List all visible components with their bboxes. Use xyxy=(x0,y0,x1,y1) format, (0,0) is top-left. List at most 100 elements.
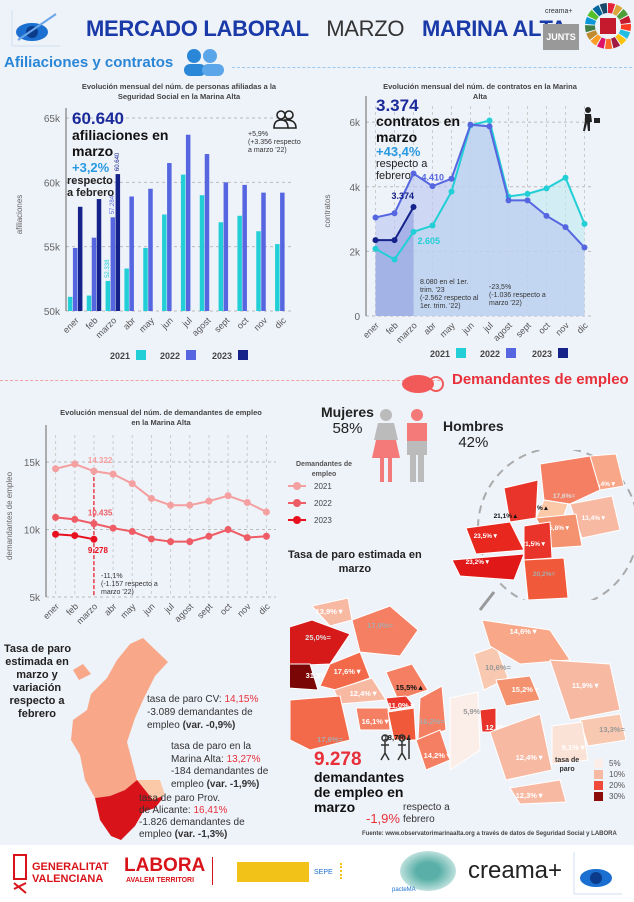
bar-2022-feb xyxy=(91,237,97,311)
section-title-afiliaciones: Afiliaciones y contratos xyxy=(4,54,174,71)
bar-2022-dic xyxy=(280,192,285,311)
data-label: 57.284 xyxy=(110,195,116,214)
men-stat: Hombres 42% xyxy=(443,418,504,451)
bar-2022-abr xyxy=(129,196,134,311)
point-2023-ener xyxy=(52,530,60,538)
x-tick-label: abr xyxy=(102,601,118,617)
demandantes-chart: Evolución mensual del núm. de demandante… xyxy=(5,408,276,626)
point-2021-agost xyxy=(186,501,194,509)
bar-2021-feb xyxy=(86,295,92,311)
afil-note: +5,9% (+3.356 respecto a marzo '22) xyxy=(248,131,301,154)
valencia-region-map xyxy=(71,638,168,840)
municipality-shape xyxy=(509,779,567,805)
bar-2021-sept xyxy=(218,222,224,311)
municipality-shape xyxy=(579,713,627,747)
point-2022-agost xyxy=(505,197,512,204)
sdg-segment xyxy=(618,29,631,39)
bar-2023-marzo xyxy=(115,174,121,311)
afil-pct: +3,2% xyxy=(72,160,110,175)
point-2023-marzo xyxy=(90,535,98,543)
municipality-shape xyxy=(385,695,415,711)
y-tick-label: 5k xyxy=(29,593,41,604)
contr-big-number: 3.374 xyxy=(376,96,419,115)
x-tick-label: marzo xyxy=(94,315,119,340)
legend-label: 10% xyxy=(609,770,626,779)
point-2022-ener xyxy=(372,214,379,221)
sdg-center xyxy=(600,18,616,34)
x-tick-label: agost xyxy=(491,320,514,343)
dem-summary-number: 9.278 xyxy=(314,749,362,770)
x-tick-label: agost xyxy=(173,601,196,624)
legend-marker xyxy=(293,482,301,490)
x-tick-label: jun xyxy=(159,315,175,331)
section-divider xyxy=(232,67,632,68)
map-legend-title: tasa de paro xyxy=(555,757,580,773)
source-note: Fuente: www.observatorimarinaalta.org a … xyxy=(362,831,617,837)
x-tick-label: may xyxy=(137,315,156,334)
bar-2021-ener xyxy=(67,296,73,311)
divider xyxy=(212,857,213,885)
observatory-logo xyxy=(11,10,60,47)
x-tick-label: nov xyxy=(235,601,253,619)
municipality-rate-label: 10,6%= xyxy=(485,663,511,672)
municipality-rate-label: 12,4%▼ xyxy=(350,689,379,698)
legend-swatch xyxy=(594,770,603,779)
y-tick-label: 15k xyxy=(24,458,41,469)
point-2022-dic xyxy=(581,244,588,251)
municipality-rate-label: 5,9%= xyxy=(463,707,485,716)
municipality-rate-label: 31,3%▼ xyxy=(306,671,335,680)
municipality-rate-label: 15,2%▼ xyxy=(512,685,541,694)
x-tick-label: jun xyxy=(460,320,476,336)
afiliaciones-chart: Evolución mensual del núm. de personas a… xyxy=(15,82,292,361)
y-tick-label: 10k xyxy=(24,526,41,537)
bar-2022-jun xyxy=(167,163,172,311)
bar-2022-ener xyxy=(72,247,78,311)
municipality-shape xyxy=(489,713,553,781)
y-tick-label: 6k xyxy=(349,118,361,129)
x-tick-label: marzo xyxy=(75,601,100,626)
municipality-shape xyxy=(449,691,481,771)
point-2022-marzo xyxy=(90,520,98,528)
contr-pct-text: respecto a febrero xyxy=(376,158,428,182)
municipality-rate-label: 16,1%▼ xyxy=(362,717,391,726)
x-tick-label: dic xyxy=(273,315,289,331)
legend-swatch xyxy=(186,350,196,360)
area-2022 xyxy=(375,124,585,316)
section-divider-red xyxy=(0,380,440,381)
point-2023-feb xyxy=(391,237,398,244)
legend-swatch xyxy=(456,348,466,358)
chart-title: Evolución mensual del núm. de personas a… xyxy=(82,82,277,91)
data-label: 9.278 xyxy=(88,546,109,555)
point-2022-jul xyxy=(167,538,175,546)
point-2023-marzo xyxy=(410,203,417,210)
zoom-municipality-shape xyxy=(523,557,569,600)
point-2022-abr xyxy=(109,524,117,532)
x-tick-label: nov xyxy=(252,315,270,333)
municipality-shape xyxy=(481,619,571,665)
y-axis-label: contratos xyxy=(323,195,332,228)
municipality-rate-label: 14,2%▼ xyxy=(424,751,453,760)
bar-2021-oct xyxy=(237,215,242,311)
pactema-logo xyxy=(400,851,456,891)
title-part: MERCADO LABORAL xyxy=(86,16,309,41)
legend-label: 2022 xyxy=(314,499,332,508)
gender-figures-icon xyxy=(372,409,427,482)
y-axis-label: demandantes de empleo xyxy=(5,471,14,560)
legend-label: 2022 xyxy=(160,351,180,361)
sdg-wheel-logo xyxy=(585,3,631,50)
municipality-rate-label: 13,9%▼ xyxy=(316,607,345,616)
chart-title: Evolución mensual del núm. de contratos … xyxy=(383,82,578,91)
map-legend-item: 10% xyxy=(594,769,625,780)
contr-pct: +43,4% xyxy=(376,144,421,159)
sdg-segment xyxy=(585,25,596,33)
alicante-stat: tasa de paro Prov. de Alicante: 16,41% -1.… xyxy=(139,793,245,840)
legend-label: 20% xyxy=(609,781,626,790)
point-2022-nov xyxy=(243,534,251,542)
y-tick-label: 4k xyxy=(349,183,361,194)
people-icon xyxy=(273,110,297,129)
point-2022-agost xyxy=(186,538,194,546)
point-2021-jul xyxy=(167,501,175,509)
point-2021-sept xyxy=(524,190,531,197)
point-2021-abr xyxy=(429,222,436,229)
